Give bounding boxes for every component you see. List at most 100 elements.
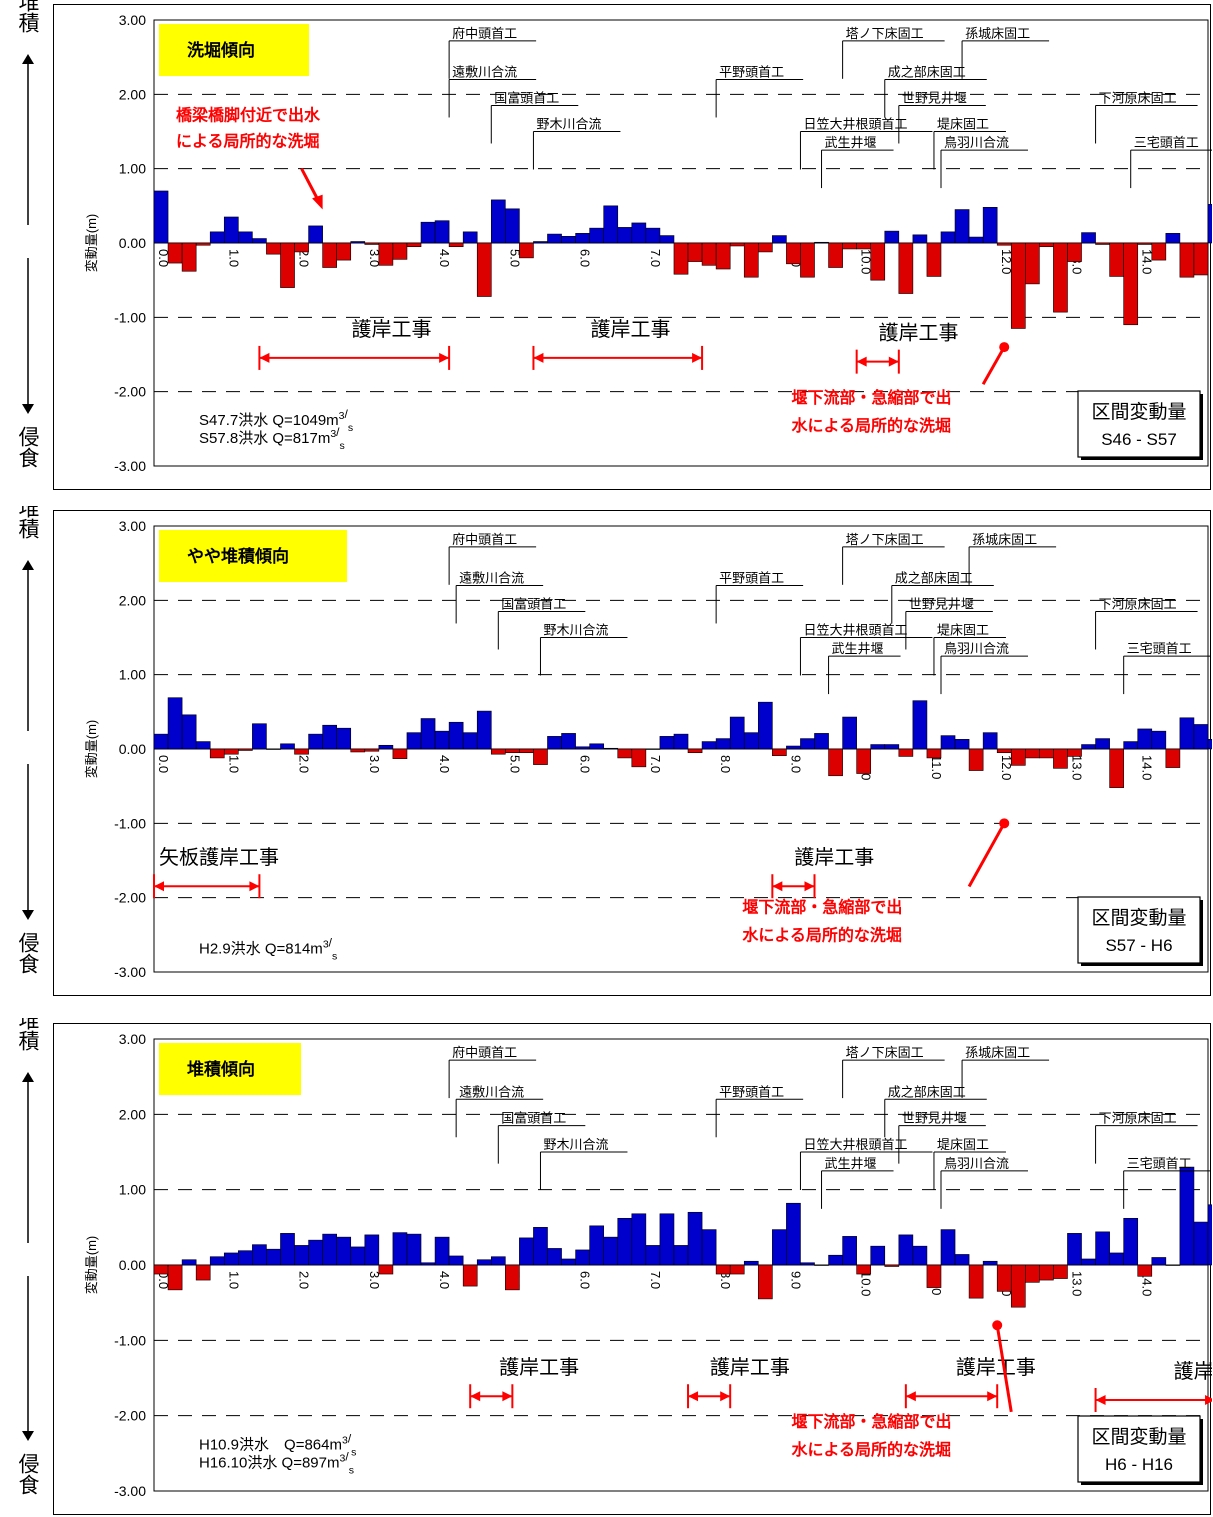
bar xyxy=(490,748,506,755)
bar xyxy=(1109,242,1124,277)
x-tick-label: 15.0 xyxy=(1210,1271,1212,1296)
bar xyxy=(195,1264,211,1281)
bar xyxy=(153,1264,169,1275)
arrow-down-icon xyxy=(22,910,34,920)
bar xyxy=(238,1250,253,1266)
bar xyxy=(631,1213,647,1266)
bar xyxy=(308,733,323,750)
bar xyxy=(434,220,450,244)
bar xyxy=(772,235,787,244)
bar xyxy=(209,748,225,759)
structure-label: 世野見井堰 xyxy=(909,596,974,611)
bar xyxy=(968,1264,984,1299)
x-tick-label: 6.0 xyxy=(578,249,593,267)
x-tick-label: 6.0 xyxy=(578,1271,593,1289)
bar xyxy=(1025,1264,1040,1283)
chart-svg-3: 3.00 2.00 1.00 0.00 -1.00 -2.00 -3.00 変動量(m) 0.0… xyxy=(84,1031,1212,1499)
bar xyxy=(870,1245,886,1266)
x-tick-label: 3.0 xyxy=(367,249,382,267)
bar xyxy=(209,1256,225,1266)
note-bottom: 水による局所的な洗堀 xyxy=(742,926,902,945)
bar xyxy=(996,748,1012,754)
bar xyxy=(1025,748,1040,759)
bar xyxy=(800,738,815,750)
bar xyxy=(167,242,183,264)
bar xyxy=(729,1264,745,1275)
structure-label: 孫城床固工 xyxy=(965,1045,1030,1060)
bar xyxy=(743,732,759,750)
note-arrow xyxy=(967,822,1006,888)
arrow-right-icon xyxy=(720,1391,731,1402)
note-bottom: 堰下流部・急縮部で出 xyxy=(742,898,902,917)
bar xyxy=(392,1232,408,1266)
bar xyxy=(1095,242,1110,245)
bar xyxy=(1123,1217,1139,1266)
bar xyxy=(392,242,408,260)
structure-label: 国富頭首工 xyxy=(501,596,566,611)
bar xyxy=(420,221,436,244)
arrow-head-icon xyxy=(999,818,1010,829)
y-tick-label: 0.00 xyxy=(119,1257,146,1273)
structure-label: 三宅頭首工 xyxy=(1134,135,1199,150)
bar xyxy=(364,1234,380,1266)
y-tick-label: 0.00 xyxy=(119,235,146,251)
structure-label: 遠敷川合流 xyxy=(459,1084,524,1099)
structure-label: 孫城床固工 xyxy=(965,26,1030,41)
bar xyxy=(1010,242,1026,329)
structure-label: 堤床固工 xyxy=(937,1137,989,1152)
bar xyxy=(926,748,942,759)
bar xyxy=(842,1236,857,1266)
bar xyxy=(729,716,745,750)
bar xyxy=(982,732,998,750)
bar xyxy=(1081,1258,1096,1266)
arrow-right-icon xyxy=(804,881,815,892)
bar xyxy=(1193,724,1209,750)
structure-label: 日笠大井根頭首工 xyxy=(803,623,907,638)
bar xyxy=(786,242,801,265)
bar xyxy=(1010,1264,1026,1308)
bar xyxy=(1179,1166,1195,1266)
bar xyxy=(153,190,169,244)
bar xyxy=(533,748,548,765)
bar xyxy=(336,727,352,750)
bar xyxy=(406,242,422,248)
structure-label: 鳥羽川合流 xyxy=(944,135,1009,150)
work-label: 護岸工事 xyxy=(794,846,874,869)
bar xyxy=(280,1233,295,1266)
x-tick-label: 1.0 xyxy=(226,249,241,267)
x-tick-label: 7.0 xyxy=(648,755,663,773)
bar xyxy=(884,744,900,750)
bar xyxy=(280,743,295,750)
trend-title: 洗堀傾向 xyxy=(187,40,255,60)
arrow-up-icon xyxy=(22,1072,34,1082)
bar xyxy=(195,242,211,246)
bar xyxy=(448,1255,464,1266)
bar xyxy=(996,242,1012,246)
bar xyxy=(350,748,366,753)
bar xyxy=(378,1264,394,1275)
bar xyxy=(870,242,886,281)
bar xyxy=(1067,1233,1082,1266)
x-tick-label: 9.0 xyxy=(788,1271,803,1289)
bar xyxy=(926,1264,942,1288)
arrow-left-icon xyxy=(688,1391,699,1402)
arrow-left-icon xyxy=(533,352,544,363)
bar xyxy=(561,236,576,244)
bar xyxy=(547,233,562,244)
x-tick-label: 6.0 xyxy=(578,755,593,773)
bar xyxy=(856,242,872,250)
bar xyxy=(898,242,914,294)
structure-label: 世野見井堰 xyxy=(902,90,967,105)
note-bottom: 堰下流部・急縮部で出 xyxy=(792,388,952,407)
structure-label: 堤床固工 xyxy=(937,623,989,638)
bar xyxy=(743,1260,759,1266)
structure-label: 平野頭首工 xyxy=(719,570,784,585)
y-tick-label: 3.00 xyxy=(119,12,146,28)
bar xyxy=(181,242,197,272)
y-tick-label: 2.00 xyxy=(119,86,146,102)
bar xyxy=(1081,232,1096,244)
structure-label: 塔ノ下床固工 xyxy=(846,532,924,547)
structure-label: 野木川合流 xyxy=(543,1137,608,1152)
arrow-left-icon xyxy=(905,1391,916,1402)
trend-title: やや堆積傾向 xyxy=(187,546,289,566)
